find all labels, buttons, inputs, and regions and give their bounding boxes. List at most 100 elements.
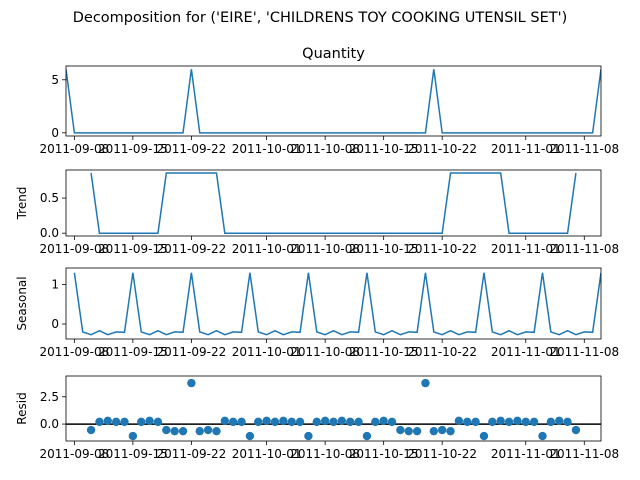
x-tick-label: 2011-10-08 (290, 447, 360, 461)
resid-point (521, 417, 530, 427)
resid-point (371, 417, 380, 427)
resid-point (295, 417, 305, 427)
series-line (73, 272, 601, 336)
resid-point (212, 426, 221, 436)
x-tick-label: 2011-10-01 (232, 345, 302, 359)
resid-point (304, 431, 313, 441)
resid-point (137, 417, 146, 427)
x-tick-label: 2011-09-22 (157, 242, 227, 256)
resid-point (220, 416, 230, 425)
resid-point (404, 426, 413, 436)
x-tick-label: 2011-09-22 (157, 345, 227, 359)
x-tick-label: 2011-10-01 (232, 447, 302, 461)
x-tick-label: 2011-10-08 (290, 242, 360, 256)
resid-point (270, 417, 280, 427)
x-tick-label: 2011-09-08 (39, 345, 109, 359)
resid-point (529, 417, 539, 427)
resid-point (496, 416, 505, 425)
x-tick-label: 2011-10-08 (290, 142, 360, 156)
y-tick-label: 1 (51, 278, 59, 292)
panel-4: Resid 0.0 2.5 2011-09-082011-09-152011-09-2… (15, 375, 619, 461)
resid-point (421, 378, 430, 388)
resid-point (170, 426, 179, 436)
resid-point (103, 416, 112, 425)
resid-point (412, 426, 422, 436)
resid-point (312, 417, 321, 427)
resid-point (337, 416, 347, 425)
x-tick-label: 2011-11-01 (491, 142, 561, 156)
y-tick-label: 2.5 (40, 390, 59, 404)
resid-point (538, 431, 547, 441)
resid-point (162, 425, 171, 435)
y-axis-label: Resid (15, 392, 29, 424)
x-tick-label: 2011-10-15 (349, 447, 419, 461)
x-tick-label: 2011-10-22 (407, 142, 477, 156)
series-line (90, 172, 577, 234)
axes-frame (65, 169, 602, 237)
resid-point (128, 431, 138, 441)
x-tick-label: 2011-11-01 (491, 242, 561, 256)
resid-point (145, 416, 154, 425)
resid-point (86, 425, 96, 435)
panel-2: Trend 0.0 0.5 2011-09-082011-09-152011-09-2… (15, 169, 619, 256)
x-tick-label: 2011-09-15 (98, 142, 168, 156)
y-tick-label: 0 (51, 126, 59, 140)
resid-point (471, 417, 480, 427)
x-tick-label: 2011-11-01 (491, 447, 561, 461)
resid-point (354, 417, 363, 427)
x-tick-label: 2011-10-01 (232, 242, 302, 256)
resid-point (178, 426, 188, 436)
x-tick-label: 2011-09-22 (157, 142, 227, 156)
x-tick-label: 2011-10-01 (232, 142, 302, 156)
resid-point (111, 417, 121, 427)
x-tick-label: 2011-09-22 (157, 447, 227, 461)
resid-point (563, 417, 572, 427)
resid-point (120, 417, 129, 427)
y-tick-label: 0.5 (40, 191, 59, 205)
resid-point (446, 426, 455, 436)
resid-point (555, 416, 564, 425)
x-tick-label: 2011-09-08 (39, 447, 109, 461)
resid-point (429, 426, 439, 436)
x-tick-label: 2011-10-08 (290, 345, 360, 359)
x-tick-label: 2011-09-08 (39, 242, 109, 256)
x-tick-label: 2011-11-08 (549, 447, 619, 461)
resid-point (571, 425, 581, 435)
y-tick-label: 5 (51, 73, 59, 87)
resid-point (228, 417, 238, 427)
resid-point (546, 417, 556, 427)
resid-point (504, 417, 514, 427)
resid-point (513, 416, 522, 425)
resid-point (262, 416, 271, 425)
x-tick-label: 2011-10-22 (407, 242, 477, 256)
x-tick-label: 2011-10-15 (349, 345, 419, 359)
x-tick-label: 2011-10-22 (407, 447, 477, 461)
x-tick-label: 2011-10-15 (349, 242, 419, 256)
y-tick-label: 0 (51, 317, 59, 331)
series-line (66, 69, 601, 134)
axes-frame (65, 267, 602, 340)
x-tick-label: 2011-10-15 (349, 142, 419, 156)
x-tick-label: 2011-11-08 (549, 242, 619, 256)
axes-frame (65, 65, 602, 137)
resid-point (153, 417, 163, 427)
x-tick-label: 2011-09-15 (98, 242, 168, 256)
x-tick-label: 2011-11-01 (491, 345, 561, 359)
panel-1: Quantity 0 5 2011-09-082011-09-152011-09-22… (39, 46, 619, 156)
resid-point (187, 378, 196, 388)
resid-point (279, 416, 288, 425)
x-tick-label: 2011-11-08 (549, 345, 619, 359)
resid-point (203, 425, 213, 435)
y-tick-label: 0.0 (40, 226, 59, 240)
x-tick-label: 2011-09-08 (39, 142, 109, 156)
resid-point (237, 417, 246, 427)
resid-point (287, 417, 296, 427)
resid-point (346, 417, 355, 427)
resid-point (245, 431, 255, 441)
resid-point (387, 417, 397, 427)
figure-suptitle: Decomposition for ('EIRE', 'CHILDRENS TO… (73, 10, 567, 26)
resid-point (479, 431, 489, 441)
resid-point (362, 431, 372, 441)
x-tick-label: 2011-11-08 (549, 142, 619, 156)
resid-point (488, 417, 497, 427)
